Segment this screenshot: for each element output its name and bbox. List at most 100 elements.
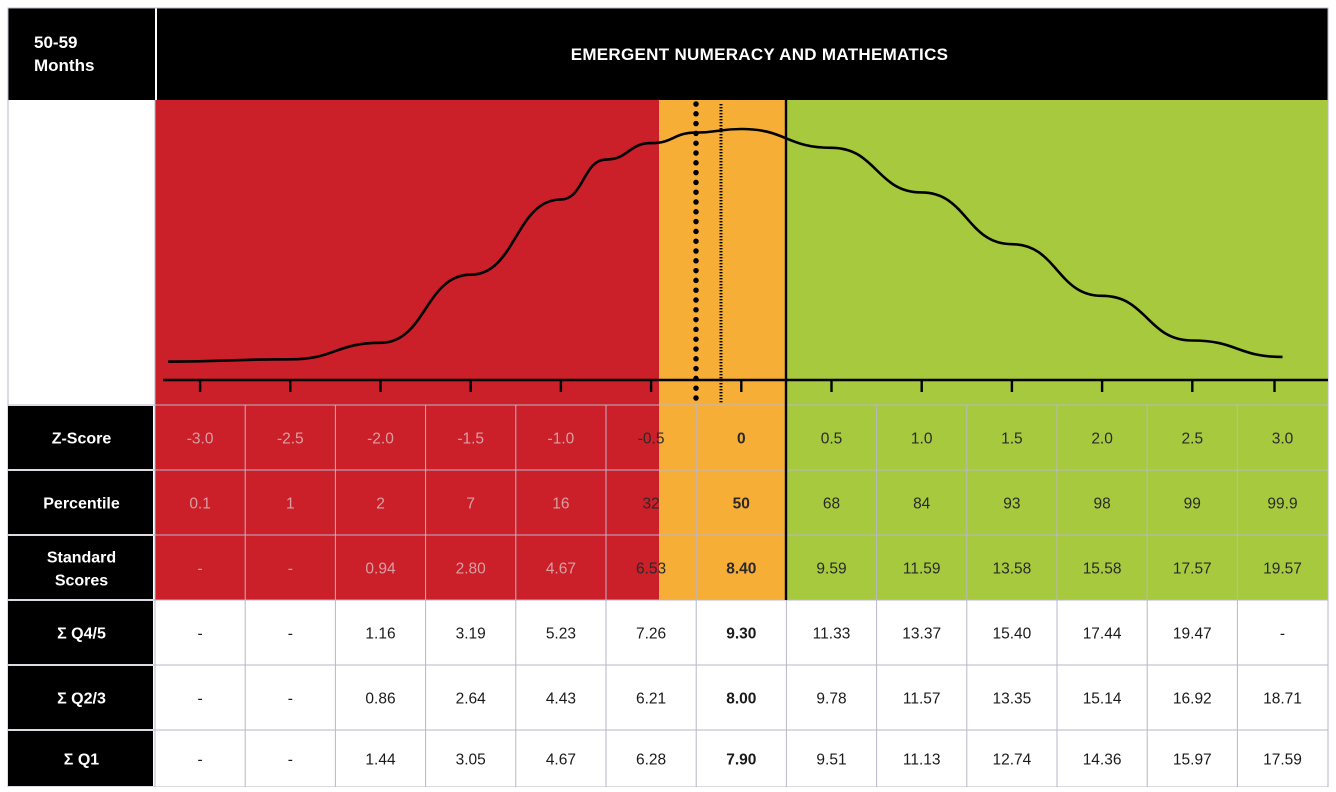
row-label-cell xyxy=(8,536,153,599)
table-cell-value: 15.14 xyxy=(1083,691,1122,708)
table-cell-value: 3.0 xyxy=(1272,431,1294,448)
table-cell-value: - xyxy=(198,626,203,643)
table-cell-value: 11.59 xyxy=(903,561,941,578)
age-label-cell xyxy=(8,8,155,100)
table-cell-value: 84 xyxy=(913,496,931,513)
table-cell-value: 3.05 xyxy=(456,752,486,769)
zone-band-below xyxy=(155,100,660,600)
table-cell-value: 6.28 xyxy=(636,752,666,769)
table-cell-value: 17.57 xyxy=(1173,561,1212,578)
table-cell-value: 0.5 xyxy=(821,431,843,448)
table-cell-value: 12.74 xyxy=(993,752,1032,769)
table-cell-value: 2.64 xyxy=(456,691,487,708)
table-cell-value: 3.19 xyxy=(456,626,486,643)
table-cell-value: 1.44 xyxy=(365,752,396,769)
chart-title: EMERGENT NUMERACY AND MATHEMATICS xyxy=(571,45,949,64)
table-cell-value: - xyxy=(288,626,293,643)
row-label-cell xyxy=(8,731,153,786)
table-cell-value: 19.57 xyxy=(1263,561,1302,578)
row-label: Σ Q2/3 xyxy=(57,691,106,708)
row-label: Scores xyxy=(55,573,108,590)
table-cell-value: 4.67 xyxy=(546,752,576,769)
table-cell-value: 0.86 xyxy=(365,691,395,708)
table-cell-value: 17.59 xyxy=(1263,752,1302,769)
score-table: Z-Score -3.0 -2.5 -2.0 -1.5 -1.0 -0.5 0 0.5 1.0 1.… xyxy=(8,406,1302,786)
table-cell-value: 9.51 xyxy=(816,752,846,769)
table-cell-value: - xyxy=(198,752,203,769)
z-axis xyxy=(163,378,1328,392)
table-cell-value: 2.5 xyxy=(1182,431,1204,448)
distribution-curve-group xyxy=(168,127,1283,363)
table-cell-value: - xyxy=(1280,626,1285,643)
row-label: Σ Q4/5 xyxy=(57,626,106,643)
table-cell-value: -1.0 xyxy=(548,431,575,448)
table-cell-value: 2.0 xyxy=(1091,431,1113,448)
zone-bands xyxy=(8,100,1328,600)
table-cell-value: -3.0 xyxy=(187,431,214,448)
table-cell-value: 1.16 xyxy=(365,626,395,643)
age-label-line2: Months xyxy=(34,56,94,75)
distribution-curve xyxy=(168,127,1283,363)
table-cell-value: -2.5 xyxy=(277,431,304,448)
table-cell-value: 1.0 xyxy=(911,431,933,448)
row-label: Percentile xyxy=(43,496,120,513)
table-cell-value: 15.58 xyxy=(1083,561,1122,578)
table-cell-value: 13.35 xyxy=(993,691,1032,708)
table-cell-value: 13.58 xyxy=(993,561,1032,578)
table-cell-value: -2.0 xyxy=(367,431,394,448)
table-cell-value: 8.00 xyxy=(726,691,756,708)
table-cell-value: - xyxy=(288,752,293,769)
table-cell-value: 14.36 xyxy=(1083,752,1122,769)
table-cell-value: 98 xyxy=(1093,496,1110,513)
table-cell-value: 68 xyxy=(823,496,840,513)
table-cell-value: 15.40 xyxy=(993,626,1032,643)
table-cell-value: 15.97 xyxy=(1173,752,1212,769)
table-cell-value: 9.30 xyxy=(726,626,756,643)
header: 50-59 Months EMERGENT NUMERACY AND MATHE… xyxy=(8,8,1328,100)
age-label-line1: 50-59 xyxy=(34,33,77,52)
row-label-cell xyxy=(8,601,153,664)
row-label: Z-Score xyxy=(52,431,112,448)
table-cell-value: 7 xyxy=(466,496,475,513)
table-cell-value: 8.40 xyxy=(726,561,756,578)
table-cell-value: 4.43 xyxy=(546,691,576,708)
table-cell-value: - xyxy=(198,691,203,708)
table-cell-value: 2 xyxy=(376,496,385,513)
table-cell-value: 7.26 xyxy=(636,626,666,643)
table-cell-value: 9.59 xyxy=(816,561,846,578)
table-cell-value: -0.5 xyxy=(638,431,665,448)
row-label: Σ Q1 xyxy=(64,752,99,769)
table-cell-value: 11.33 xyxy=(813,626,851,643)
table-cell-value: - xyxy=(288,691,293,708)
table-cell-value: 9.78 xyxy=(816,691,846,708)
table-cell-value: 1.5 xyxy=(1001,431,1023,448)
table-cell-value: 32 xyxy=(642,496,659,513)
table-cell-value: - xyxy=(198,561,203,578)
row-label-cell xyxy=(8,666,153,729)
table-cell-value: 1 xyxy=(286,496,295,513)
table-cell-value: 11.57 xyxy=(903,691,941,708)
row-label-cell xyxy=(8,406,153,469)
table-cell-value: 11.13 xyxy=(903,752,941,769)
table-cell-value: 13.37 xyxy=(902,626,941,643)
table-cell-value: 2.80 xyxy=(456,561,487,578)
table-cell-value: - xyxy=(288,561,293,578)
row-label: Standard xyxy=(47,550,116,567)
table-cell-value: 18.71 xyxy=(1263,691,1302,708)
table-cell-value: 5.23 xyxy=(546,626,576,643)
table-cell-value: 0.94 xyxy=(365,561,396,578)
table-cell-value: -1.5 xyxy=(457,431,484,448)
table-cell-value: 0 xyxy=(737,431,746,448)
table-cell-value: 93 xyxy=(1003,496,1020,513)
table-cell-value: 0.1 xyxy=(189,496,211,513)
table-cell-value: 99.9 xyxy=(1267,496,1297,513)
table-cell-value: 17.44 xyxy=(1083,626,1122,643)
plot-label-blank xyxy=(8,100,155,405)
title-cell xyxy=(157,8,1328,100)
table-cell-value: 50 xyxy=(733,496,750,513)
table-cell-value: 6.53 xyxy=(636,561,666,578)
table-cell-value: 16.92 xyxy=(1173,691,1212,708)
row-label-cell xyxy=(8,471,153,534)
